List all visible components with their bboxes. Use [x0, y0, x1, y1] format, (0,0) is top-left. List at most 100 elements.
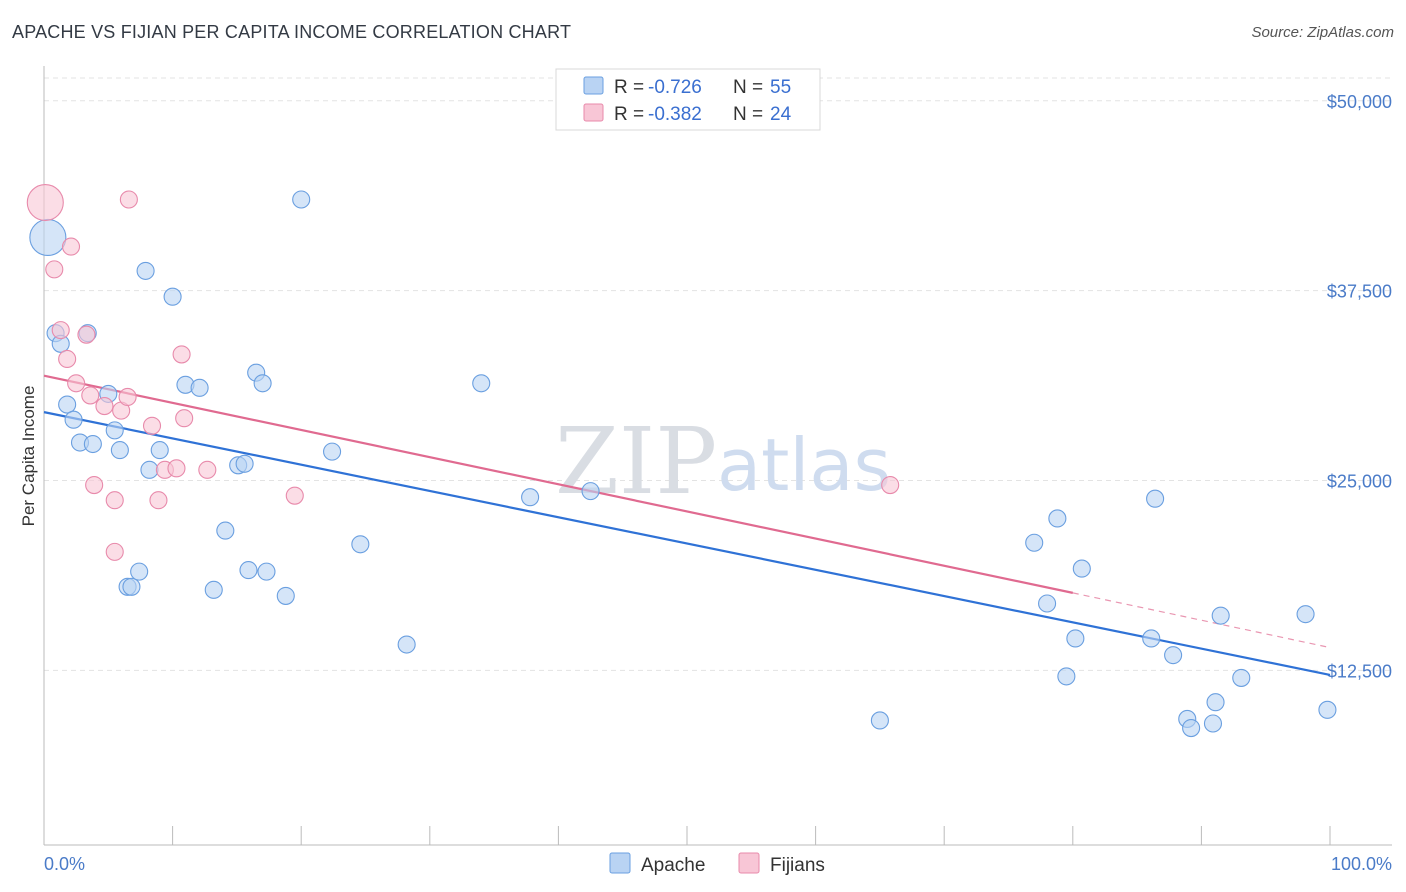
fijian-point	[119, 190, 138, 209]
y-tick-labels: $12,500 $25,000 $37,500 $50,000	[1327, 92, 1392, 682]
apache-point	[1146, 489, 1165, 508]
bottom-legend-apache-label: Apache	[641, 855, 705, 876]
bottom-legend: Apache Fijians	[609, 852, 825, 876]
apache-trend-line	[43, 411, 1331, 676]
fijian-point	[45, 260, 64, 279]
apache-point	[58, 395, 77, 414]
y-axis-label: Per Capita Income	[19, 386, 38, 527]
apache-point	[105, 421, 124, 440]
fijian-point	[51, 321, 70, 340]
fijian-point	[67, 374, 86, 393]
fijian-point	[175, 409, 194, 428]
data-points	[26, 183, 1337, 738]
legend-fijian-n-label: N =	[733, 104, 763, 125]
apache-point	[150, 441, 169, 460]
apache-point	[521, 488, 540, 507]
fijian-point	[61, 237, 81, 256]
x-tick-label-min: 0.0%	[44, 854, 85, 874]
apache-point	[1048, 509, 1067, 528]
apache-point	[397, 635, 416, 654]
fijian-point	[77, 325, 96, 344]
apache-point	[1211, 606, 1230, 625]
apache-point	[1142, 629, 1161, 648]
fijian-trend-extension	[1072, 592, 1331, 649]
apache-point	[581, 482, 600, 501]
apache-point	[472, 374, 491, 393]
fijian-point	[149, 491, 168, 510]
fijian-point	[198, 460, 217, 479]
chart-title: APACHE VS FIJIAN PER CAPITA INCOME CORRE…	[12, 22, 572, 42]
apache-point	[140, 460, 159, 479]
apache-point	[1206, 693, 1225, 712]
top-legend: R = -0.726 N = 55 R = -0.382 N = 24	[555, 68, 821, 131]
apache-point	[351, 535, 370, 554]
bottom-legend-apache-swatch	[609, 852, 631, 874]
apache-point	[204, 580, 223, 599]
legend-fijian-n-value: 24	[770, 104, 792, 125]
y-tick-label: $37,500	[1327, 282, 1392, 302]
apache-point	[163, 287, 182, 306]
fijian-point	[172, 345, 191, 364]
apache-point	[1296, 605, 1315, 624]
watermark-atlas: atlas	[717, 423, 891, 507]
fijian-point	[95, 397, 114, 416]
fijian-point	[167, 459, 186, 478]
apache-point	[64, 410, 83, 429]
apache-point	[216, 521, 235, 540]
legend-fijian-r-label: R =	[614, 104, 644, 125]
apache-point	[276, 586, 295, 605]
legend-apache-swatch	[583, 76, 604, 95]
x-tick-labels: 0.0% 100.0%	[44, 854, 1392, 874]
source-label: Source: ZipAtlas.com	[1251, 24, 1394, 41]
apache-point	[1232, 668, 1251, 687]
y-tick-label: $25,000	[1327, 471, 1392, 491]
apache-point	[1025, 533, 1044, 552]
legend-apache-r-label: R =	[614, 77, 644, 98]
apache-point	[110, 441, 129, 460]
apache-point	[83, 434, 102, 454]
apache-point	[292, 190, 311, 209]
bottom-legend-fijians-label-swatch	[738, 852, 760, 874]
apache-point	[136, 261, 155, 280]
apache-point	[1182, 719, 1201, 738]
fijian-point	[105, 491, 124, 510]
apache-point	[257, 562, 276, 581]
x-tick-label-max: 100.0%	[1331, 854, 1392, 874]
apache-point	[1066, 629, 1085, 648]
watermark-zip: ZIP	[555, 408, 717, 515]
fijian-point	[26, 183, 64, 222]
legend-fijian-swatch	[583, 103, 604, 122]
legend-fijian-r-value: -0.382	[648, 104, 702, 125]
fijian-trend-line	[43, 374, 1074, 594]
apache-point	[1203, 714, 1223, 733]
fijian-point	[285, 486, 304, 505]
apache-point	[870, 711, 889, 730]
fijian-point	[142, 416, 162, 435]
legend-apache-n-value: 55	[770, 77, 791, 98]
fijian-point	[105, 542, 124, 561]
apache-point	[235, 454, 254, 473]
apache-point	[122, 577, 141, 596]
fijian-point	[58, 349, 77, 369]
trend-lines	[43, 374, 1331, 676]
fijian-point	[85, 475, 104, 495]
apache-point	[323, 442, 342, 461]
fijian-point	[118, 387, 137, 407]
apache-point	[190, 378, 209, 397]
apache-point	[1038, 594, 1057, 613]
fijian-point	[81, 386, 100, 405]
apache-point	[253, 374, 272, 393]
apache-point	[1072, 559, 1091, 578]
apache-point	[29, 218, 67, 257]
apache-point	[1318, 700, 1337, 719]
apache-point	[1164, 646, 1183, 665]
bottom-legend-fijians-label: Fijians	[770, 855, 825, 876]
legend-apache-n-label: N =	[733, 77, 763, 98]
fijian-point	[881, 475, 900, 495]
apache-point	[1057, 667, 1076, 686]
watermark: ZIP atlas	[555, 408, 891, 515]
gridlines	[44, 77, 1392, 671]
y-tick-label: $50,000	[1327, 92, 1392, 112]
y-tick-label: $12,500	[1327, 661, 1392, 681]
